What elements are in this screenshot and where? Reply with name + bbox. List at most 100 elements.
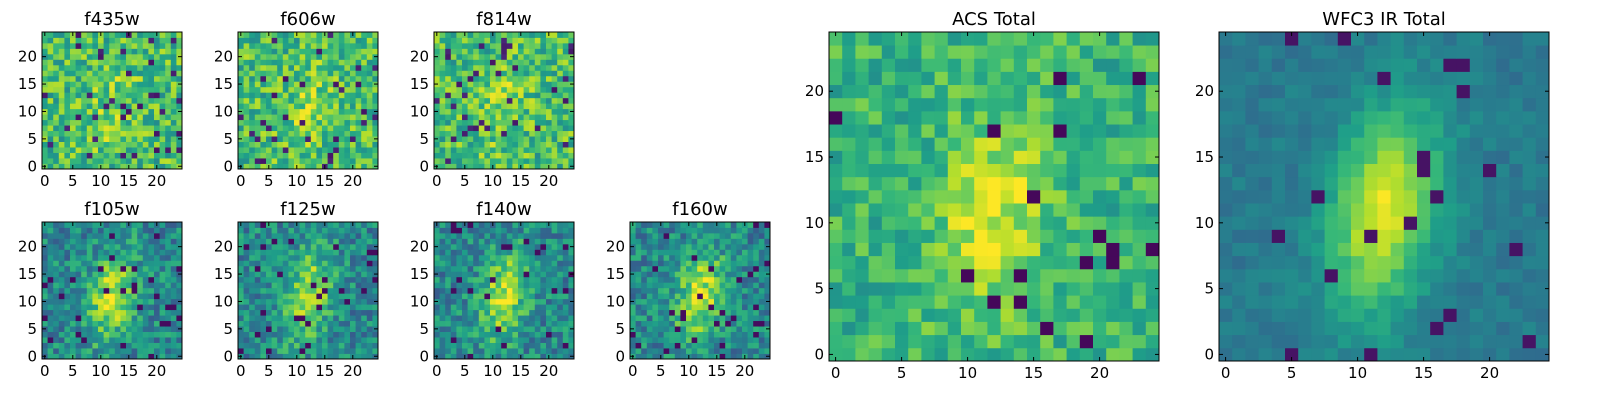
heatmap-cell <box>731 282 737 288</box>
heatmap-cell <box>540 48 546 54</box>
heatmap-cell <box>908 335 922 349</box>
heatmap-cell <box>367 288 373 294</box>
heatmap-cell <box>473 43 479 49</box>
heatmap-cell <box>339 59 345 65</box>
heatmap-cell <box>563 54 569 60</box>
heatmap-cell <box>64 326 70 332</box>
heatmap-cell <box>53 109 59 115</box>
heatmap-cell <box>552 238 558 244</box>
heatmap-cell <box>546 131 552 137</box>
heatmap-cell <box>736 332 742 338</box>
heatmap-cell <box>636 304 642 310</box>
heatmap-cell <box>249 54 255 60</box>
heatmap-cell <box>708 343 714 349</box>
heatmap-cell <box>53 114 59 120</box>
heatmap-cell <box>563 37 569 43</box>
heatmap-cell <box>120 81 126 87</box>
heatmap-cell <box>451 65 457 71</box>
heatmap-cell <box>1027 335 1041 349</box>
heatmap-cell <box>552 321 558 327</box>
heatmap-cell <box>249 326 255 332</box>
heatmap-cell <box>70 249 76 255</box>
heatmap-cell <box>283 233 289 239</box>
heatmap-cell <box>132 343 138 349</box>
heatmap-cell <box>692 326 698 332</box>
heatmap-cell <box>143 260 149 266</box>
heatmap-cell <box>59 271 65 277</box>
heatmap-cell <box>255 277 261 283</box>
heatmap-cell <box>294 271 300 277</box>
heatmap-cell <box>160 131 166 137</box>
heatmap-cell <box>132 54 138 60</box>
heatmap-cell <box>456 136 462 142</box>
heatmap-cell <box>641 288 647 294</box>
heatmap-cell <box>680 260 686 266</box>
heatmap-cell <box>333 131 339 137</box>
heatmap-cell <box>1053 269 1067 283</box>
heatmap-cell <box>753 326 759 332</box>
heatmap-cell <box>725 238 731 244</box>
heatmap-cell <box>987 308 1001 322</box>
heatmap-cell <box>451 266 457 272</box>
heatmap-cell <box>652 222 658 228</box>
heatmap-cell <box>249 142 255 148</box>
heatmap-cell <box>697 249 703 255</box>
heatmap-cell <box>703 304 709 310</box>
heatmap-cell <box>260 315 266 321</box>
heatmap-cell <box>238 233 244 239</box>
heatmap-cell <box>260 304 266 310</box>
heatmap-cell <box>647 222 653 228</box>
heatmap-cell <box>1106 282 1120 296</box>
heatmap-cell <box>518 282 524 288</box>
heatmap-cell <box>652 304 658 310</box>
heatmap-cell <box>283 43 289 49</box>
heatmap-cell <box>512 321 518 327</box>
heatmap-cell <box>104 59 110 65</box>
heatmap-cell <box>697 233 703 239</box>
heatmap-cell <box>529 147 535 153</box>
heatmap-cell <box>115 43 121 49</box>
heatmap-cell <box>137 109 143 115</box>
heatmap-cell <box>238 103 244 109</box>
heatmap-cell <box>244 315 250 321</box>
heatmap-cell <box>1067 282 1081 296</box>
heatmap-cell <box>160 288 166 294</box>
heatmap-cell <box>686 337 692 343</box>
heatmap-cell <box>641 304 647 310</box>
heatmap-cell <box>143 293 149 299</box>
heatmap-cell <box>445 310 451 316</box>
heatmap-cell <box>563 43 569 49</box>
heatmap-cell <box>842 269 856 283</box>
heatmap-cell <box>1146 229 1160 243</box>
heatmap-cell <box>658 337 664 343</box>
heatmap-cell <box>238 37 244 43</box>
heatmap-cell <box>434 125 440 131</box>
heatmap-cell <box>451 321 457 327</box>
heatmap-cell <box>98 227 104 233</box>
heatmap-cell <box>552 48 558 54</box>
heatmap-cell <box>703 321 709 327</box>
heatmap-cell <box>148 109 154 115</box>
heatmap-cell <box>675 255 681 261</box>
heatmap-cell <box>725 222 731 228</box>
heatmap-cell <box>81 277 87 283</box>
heatmap-cell <box>842 243 856 257</box>
heatmap-cell <box>462 266 468 272</box>
heatmap-cell <box>680 310 686 316</box>
heatmap-cell <box>339 98 345 104</box>
heatmap-cell <box>109 255 115 261</box>
heatmap-cell <box>272 238 278 244</box>
heatmap-cell <box>255 293 261 299</box>
heatmap-cell <box>641 310 647 316</box>
heatmap-cell <box>664 310 670 316</box>
x-tick-label: 10 <box>679 362 698 380</box>
heatmap-cell <box>126 260 132 266</box>
heatmap-cell <box>64 125 70 131</box>
heatmap-cell <box>109 109 115 115</box>
heatmap-cell <box>165 120 171 126</box>
heatmap-cell <box>468 288 474 294</box>
heatmap-cell <box>148 65 154 71</box>
heatmap-cell <box>154 43 160 49</box>
heatmap-cell <box>344 255 350 261</box>
heatmap-cell <box>445 43 451 49</box>
